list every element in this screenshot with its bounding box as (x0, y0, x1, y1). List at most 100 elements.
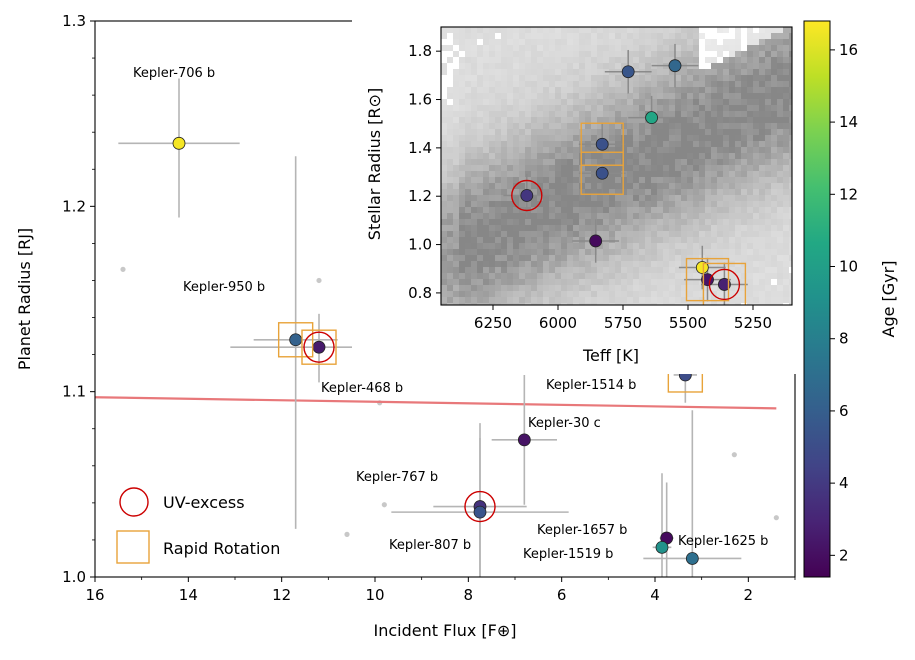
field-star-density-cell (687, 279, 693, 285)
field-star-density-cell (621, 225, 627, 231)
field-star-density-cell (633, 153, 639, 159)
field-star-density-cell (657, 105, 663, 111)
field-star-density-cell (477, 141, 483, 147)
field-star-density-cell (753, 207, 759, 213)
field-star-density-cell (447, 183, 453, 189)
field-star-density-cell (555, 117, 561, 123)
field-star-density-cell (633, 39, 639, 45)
field-star-density-cell (633, 207, 639, 213)
field-star-density-cell (453, 219, 459, 225)
field-star-density-cell (633, 123, 639, 129)
field-star-density-cell (495, 147, 501, 153)
field-star-density-cell (531, 273, 537, 279)
field-star-density-cell (453, 75, 459, 81)
field-star-density-cell (543, 243, 549, 249)
field-star-density-cell (519, 291, 525, 297)
field-star-density-cell (657, 75, 663, 81)
field-star-density-cell (729, 177, 735, 183)
field-star-density-cell (783, 267, 789, 273)
field-star-density-cell (669, 297, 675, 303)
field-star-density-cell (657, 45, 663, 51)
field-star-density-cell (561, 27, 567, 33)
field-star-density-cell (735, 75, 741, 81)
field-star-density-cell (663, 27, 669, 33)
field-star-density-cell (567, 237, 573, 243)
field-star-density-cell (597, 291, 603, 297)
field-star-density-cell (531, 33, 537, 39)
field-star-density-cell (543, 129, 549, 135)
field-star-density-cell (447, 159, 453, 165)
field-star-density-cell (465, 219, 471, 225)
kepler-468-b-rapid-rotation-box (301, 329, 337, 365)
field-star-density-cell (465, 207, 471, 213)
field-star-density-cell (693, 159, 699, 165)
field-star-density-cell (585, 123, 591, 129)
field-star-density-cell (621, 117, 627, 123)
field-star-density-cell (783, 75, 789, 81)
field-star-density-cell (693, 183, 699, 189)
field-star-density-cell (609, 273, 615, 279)
field-star-density-cell (633, 135, 639, 141)
field-star-density-cell (543, 81, 549, 87)
field-star-density-cell (519, 285, 525, 291)
field-star-density-cell (603, 75, 609, 81)
field-star-density-cell (687, 87, 693, 93)
field-star-density-cell (585, 255, 591, 261)
field-star-density-cell (747, 273, 753, 279)
field-star-density-cell (489, 183, 495, 189)
field-star-density-cell (495, 279, 501, 285)
field-star-density-cell (585, 207, 591, 213)
field-star-density-cell (477, 159, 483, 165)
field-star-density-cell (639, 213, 645, 219)
field-star-density-cell (573, 219, 579, 225)
field-star-density-cell (531, 201, 537, 207)
field-star-density-cell (621, 201, 627, 207)
field-star-density-cell (591, 189, 597, 195)
field-star-density-cell (771, 27, 777, 33)
field-star-density-cell (483, 225, 489, 231)
field-star-density-cell (639, 147, 645, 153)
field-star-density-cell (651, 303, 657, 305)
field-star-density-cell (489, 189, 495, 195)
field-star-density-cell (699, 237, 705, 243)
field-star-density-cell (711, 63, 717, 69)
field-star-density-cell (591, 303, 597, 305)
field-star-density-cell (531, 39, 537, 45)
field-star-density-cell (537, 267, 543, 273)
field-star-density-cell (507, 279, 513, 285)
field-star-density-cell (507, 75, 513, 81)
field-star-density-cell (489, 33, 495, 39)
field-star-density-cell (657, 237, 663, 243)
field-star-density-cell (567, 219, 573, 225)
field-star-density-cell (579, 225, 585, 231)
field-star-density-cell (471, 297, 477, 303)
field-star-density-cell (777, 69, 783, 75)
field-star-density-cell (609, 279, 615, 285)
field-star-density-cell (603, 117, 609, 123)
field-star-density-cell (561, 201, 567, 207)
field-star-density-cell (459, 273, 465, 279)
field-star-density-cell (663, 249, 669, 255)
field-star-density-cell (765, 213, 771, 219)
field-star-density-cell (615, 81, 621, 87)
field-star-density-cell (627, 171, 633, 177)
field-star-density-cell (663, 135, 669, 141)
field-star-density-cell (537, 243, 543, 249)
field-star-density-cell (591, 231, 597, 237)
field-star-density-cell (471, 291, 477, 297)
field-star-density-cell (777, 135, 783, 141)
field-star-density-cell (717, 243, 723, 249)
field-star-density-cell (549, 267, 555, 273)
field-star-density-cell (723, 93, 729, 99)
field-star-density-cell (735, 255, 741, 261)
field-star-density-cell (735, 45, 741, 51)
field-star-density-cell (711, 189, 717, 195)
field-star-density-cell (471, 57, 477, 63)
field-star-density-cell (489, 243, 495, 249)
field-star-density-cell (501, 243, 507, 249)
field-star-density-cell (465, 105, 471, 111)
field-star-density-cell (585, 81, 591, 87)
field-star-density-cell (747, 165, 753, 171)
field-star-density-cell (477, 135, 483, 141)
field-star-density-cell (585, 291, 591, 297)
